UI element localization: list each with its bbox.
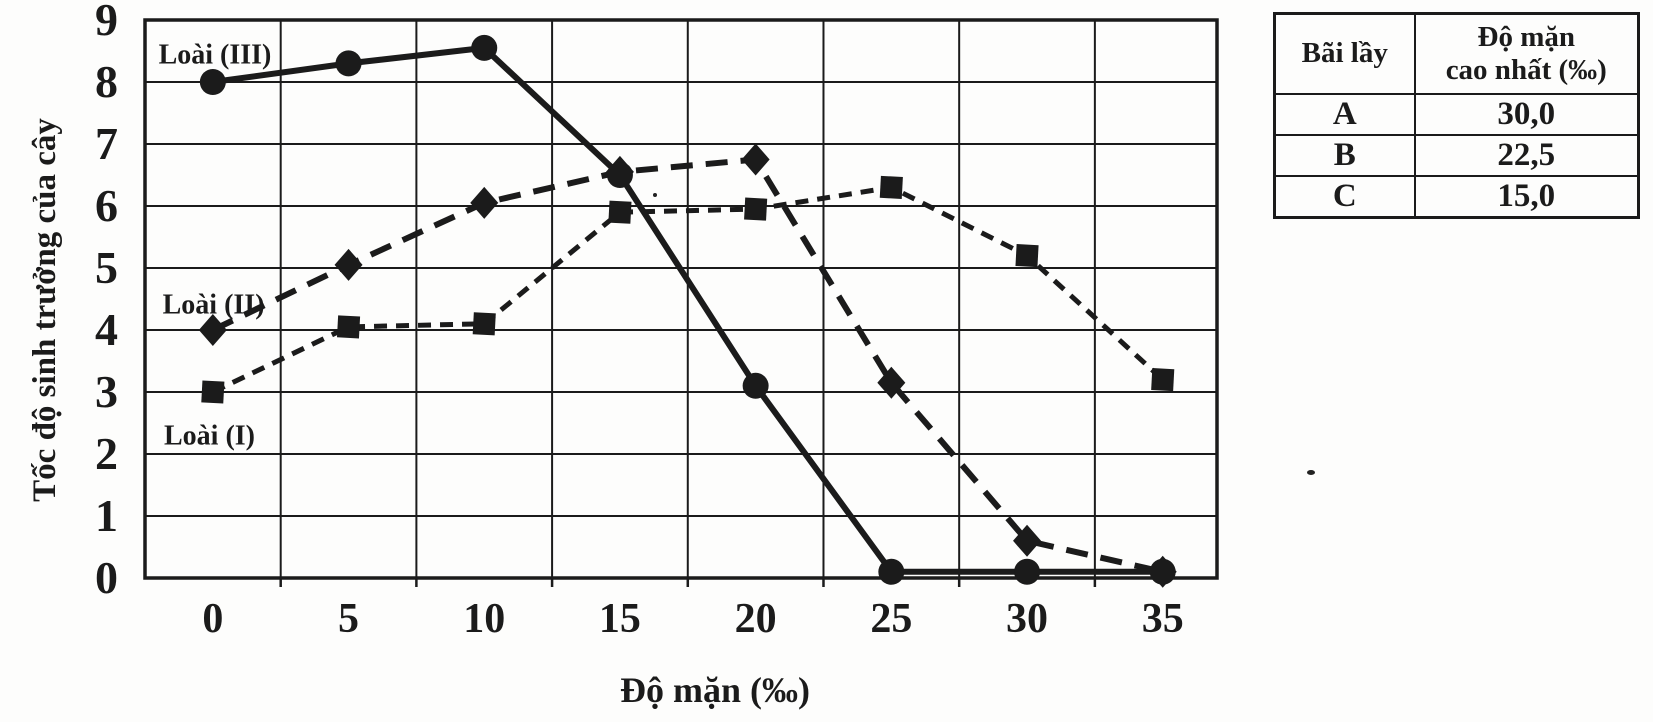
- marker-square: [1015, 244, 1039, 268]
- marker-square: [879, 175, 903, 199]
- series-line-1: [211, 184, 1165, 395]
- x-tick-label: 25: [870, 596, 912, 642]
- y-tick-label: 9: [95, 0, 118, 45]
- x-tick-label: 0: [202, 596, 223, 642]
- y-tick-label: 7: [95, 118, 118, 169]
- y-tick-label: 1: [95, 490, 118, 541]
- header-salinity-line1: Độ mặn: [1477, 20, 1575, 53]
- marker-diamond: [1013, 524, 1042, 557]
- plot-border: [143, 18, 1219, 580]
- marker-diamond: [741, 143, 770, 176]
- marker-diamond: [470, 186, 499, 219]
- salinity-table-wrap: Bãi lầy Độ mặn cao nhất (‰) A 30,0 B 22,…: [1273, 12, 1640, 219]
- marker-diamond: [877, 366, 906, 399]
- table-row: B 22,5: [1273, 134, 1640, 177]
- y-axis-title: Tốc độ sinh trưởng của cây: [27, 118, 63, 502]
- x-tick-label: 5: [338, 596, 359, 642]
- marker-square: [472, 312, 496, 336]
- y-tick-label: 8: [95, 56, 118, 107]
- marker-circle: [878, 558, 905, 585]
- x-tick-label: 10: [463, 596, 505, 642]
- site-cell: B: [1273, 134, 1416, 177]
- marker-circle: [199, 69, 226, 95]
- scan-speck: [653, 193, 657, 197]
- site-cell: A: [1273, 93, 1416, 136]
- growth-vs-salinity-chart: 0 5 10 15 20 25 30 35 0 1 2 3 4 5 6 7 8 9 Độ mặn (‰) Tốc độ…: [27, 0, 1219, 710]
- y-tick-label: 5: [95, 242, 118, 293]
- marker-square: [1151, 368, 1175, 392]
- table-row: C 15,0: [1273, 175, 1640, 219]
- scan-speck: [1307, 470, 1315, 475]
- salinity-cell: 15,0: [1413, 175, 1640, 219]
- marker-square: [336, 315, 361, 339]
- marker-circle: [471, 34, 498, 61]
- x-tick-label: 30: [1006, 596, 1048, 642]
- header-site: Bãi lầy: [1273, 12, 1416, 95]
- x-axis-title: Độ mặn (‰): [620, 670, 810, 710]
- marker-circle: [742, 372, 769, 399]
- salinity-cell: 30,0: [1413, 93, 1640, 136]
- header-salinity-line2: cao nhất (‰): [1445, 54, 1607, 86]
- marker-diamond: [198, 314, 227, 346]
- series-line-3: [212, 44, 1163, 575]
- y-tick-label: 6: [95, 180, 118, 231]
- salinity-table: Bãi lầy Độ mặn cao nhất (‰) A 30,0 B 22,…: [1273, 12, 1640, 219]
- series-line-2: [211, 156, 1164, 575]
- x-tick-label: 35: [1142, 596, 1184, 642]
- header-salinity: Độ mặn cao nhất (‰): [1413, 12, 1640, 95]
- marker-circle: [606, 162, 633, 188]
- series-label: Loài (III): [159, 39, 272, 70]
- y-tick-label: 0: [95, 552, 118, 603]
- y-tick-label: 2: [95, 428, 118, 479]
- marker-square: [608, 200, 632, 224]
- y-tick-label: 4: [95, 304, 118, 355]
- y-tick-label: 3: [95, 366, 118, 417]
- salinity-cell: 22,5: [1413, 134, 1640, 177]
- marker-circle: [335, 50, 362, 77]
- series-label: Loài (I): [164, 421, 255, 452]
- marker-diamond: [334, 248, 363, 281]
- table-row: A 30,0: [1273, 93, 1640, 136]
- table-header-row: Bãi lầy Độ mặn cao nhất (‰): [1273, 12, 1640, 95]
- marker-circle: [1014, 558, 1041, 585]
- series-label: Loài (II): [163, 289, 265, 320]
- marker-circle: [1149, 558, 1176, 585]
- marker-square: [201, 380, 225, 404]
- marker-square: [744, 197, 768, 221]
- site-cell: C: [1273, 175, 1416, 219]
- x-tick-label: 20: [735, 596, 777, 642]
- x-tick-label: 15: [599, 596, 641, 642]
